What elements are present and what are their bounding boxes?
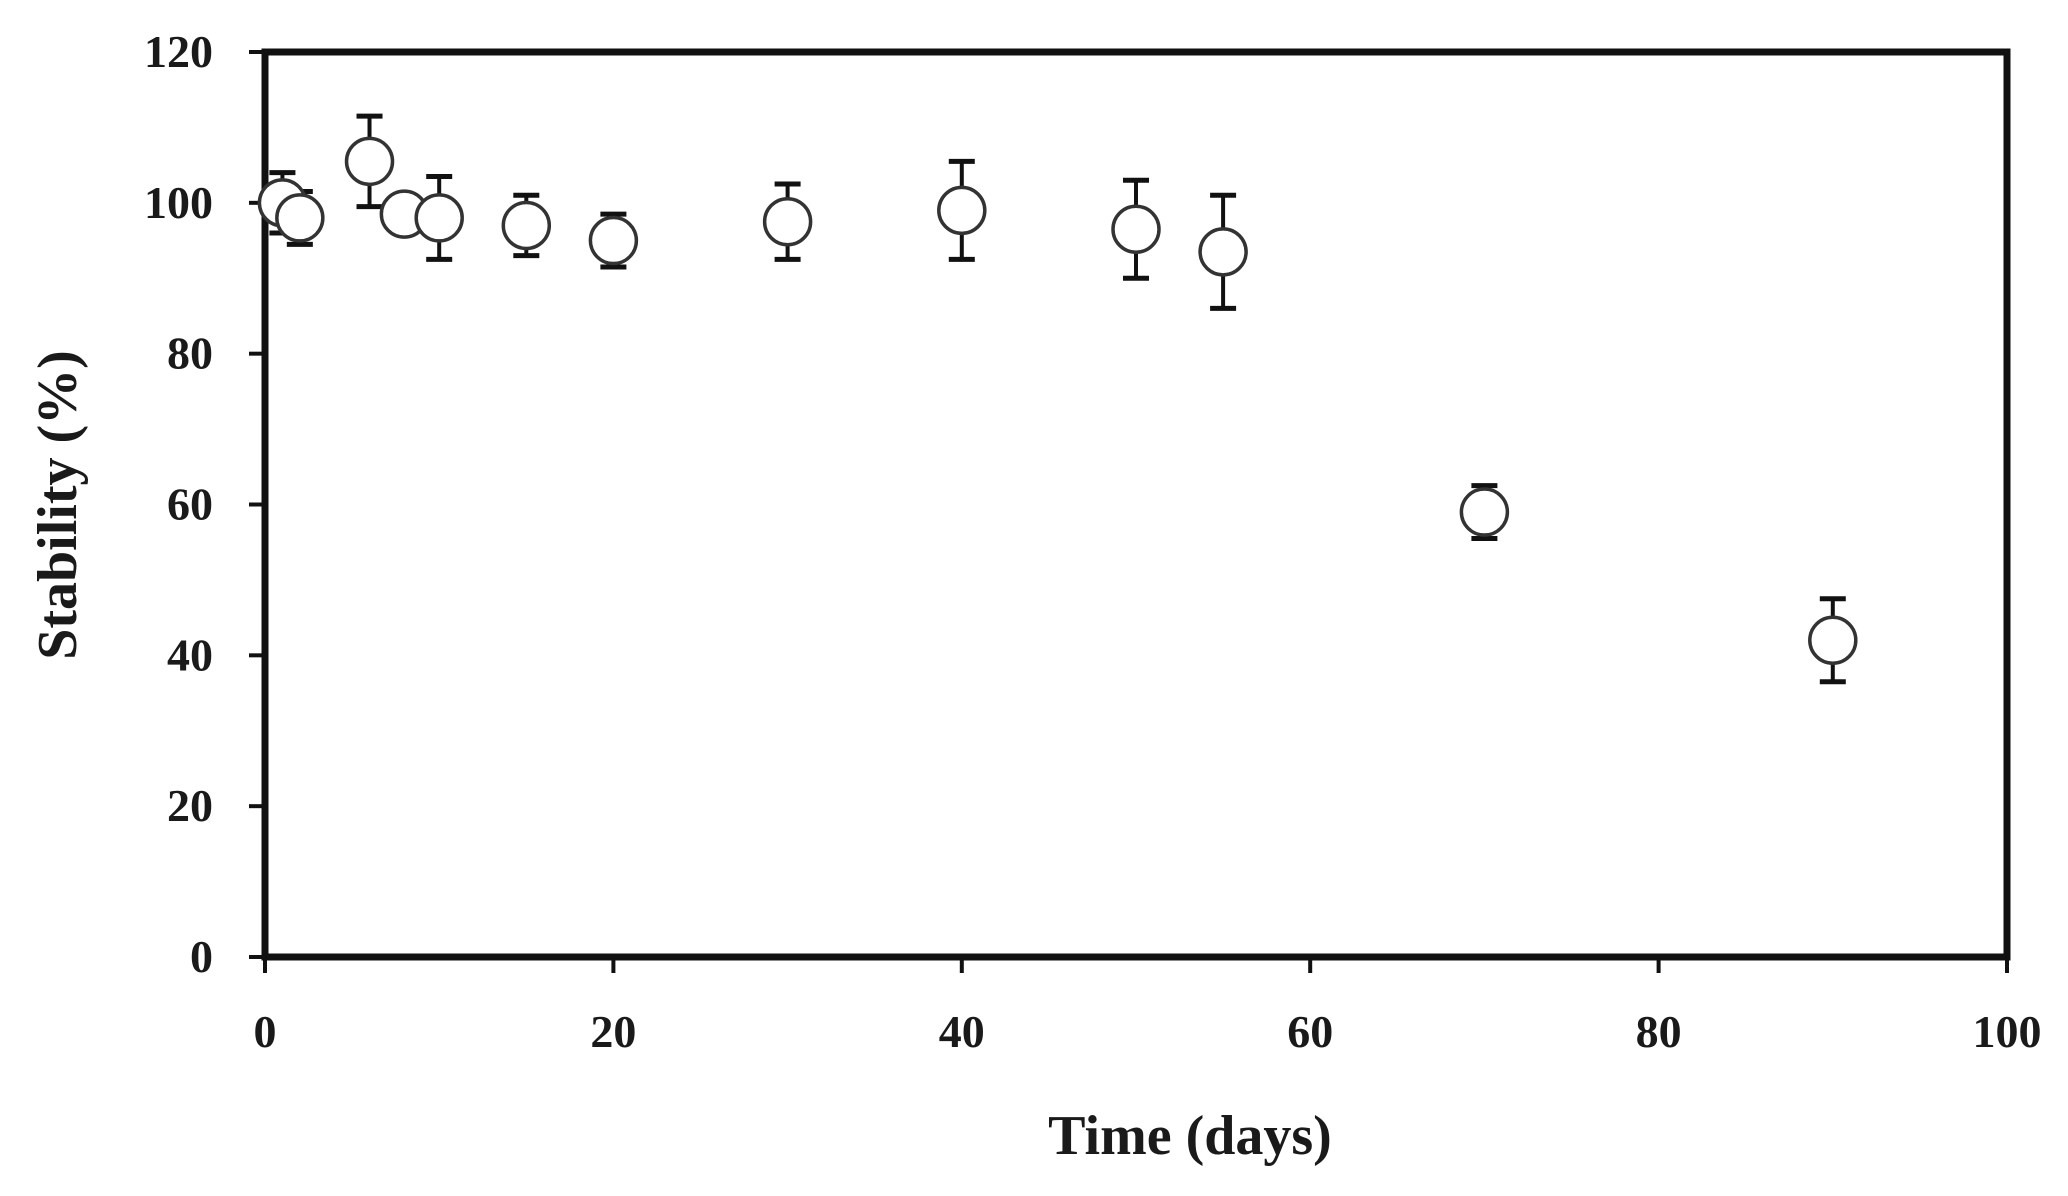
x-tick-label: 20 bbox=[590, 1006, 636, 1057]
y-axis-label: Stability (%) bbox=[27, 350, 89, 660]
x-tick-label: 60 bbox=[1287, 1006, 1333, 1057]
y-tick-label: 0 bbox=[190, 931, 213, 982]
y-tick-label: 20 bbox=[167, 780, 213, 831]
data-point bbox=[937, 185, 987, 236]
data-point bbox=[762, 196, 813, 247]
data-point bbox=[588, 215, 639, 266]
y-tick-label: 40 bbox=[167, 629, 213, 680]
data-point bbox=[501, 200, 552, 251]
data-point bbox=[344, 136, 395, 187]
y-tick-label: 80 bbox=[167, 328, 213, 379]
data-point bbox=[414, 193, 464, 243]
x-axis-ticks: 0 20 40 60 80 100 bbox=[254, 957, 2042, 1057]
data-points bbox=[257, 136, 1858, 665]
data-point bbox=[1808, 615, 1858, 665]
x-axis-label: Time (days) bbox=[1048, 1105, 1332, 1167]
y-tick-label: 100 bbox=[144, 177, 213, 228]
y-tick-label: 60 bbox=[167, 479, 213, 530]
y-axis-ticks: 0 20 40 60 80 100 120 bbox=[144, 26, 265, 982]
x-tick-label: 40 bbox=[939, 1006, 985, 1057]
y-tick-label: 120 bbox=[144, 26, 213, 77]
data-point bbox=[1198, 227, 1248, 277]
x-tick-label: 100 bbox=[1973, 1006, 2042, 1057]
data-point bbox=[1459, 487, 1510, 537]
data-point bbox=[275, 193, 325, 243]
data-point bbox=[1111, 204, 1161, 254]
x-tick-label: 0 bbox=[254, 1006, 277, 1057]
x-tick-label: 80 bbox=[1636, 1006, 1682, 1057]
